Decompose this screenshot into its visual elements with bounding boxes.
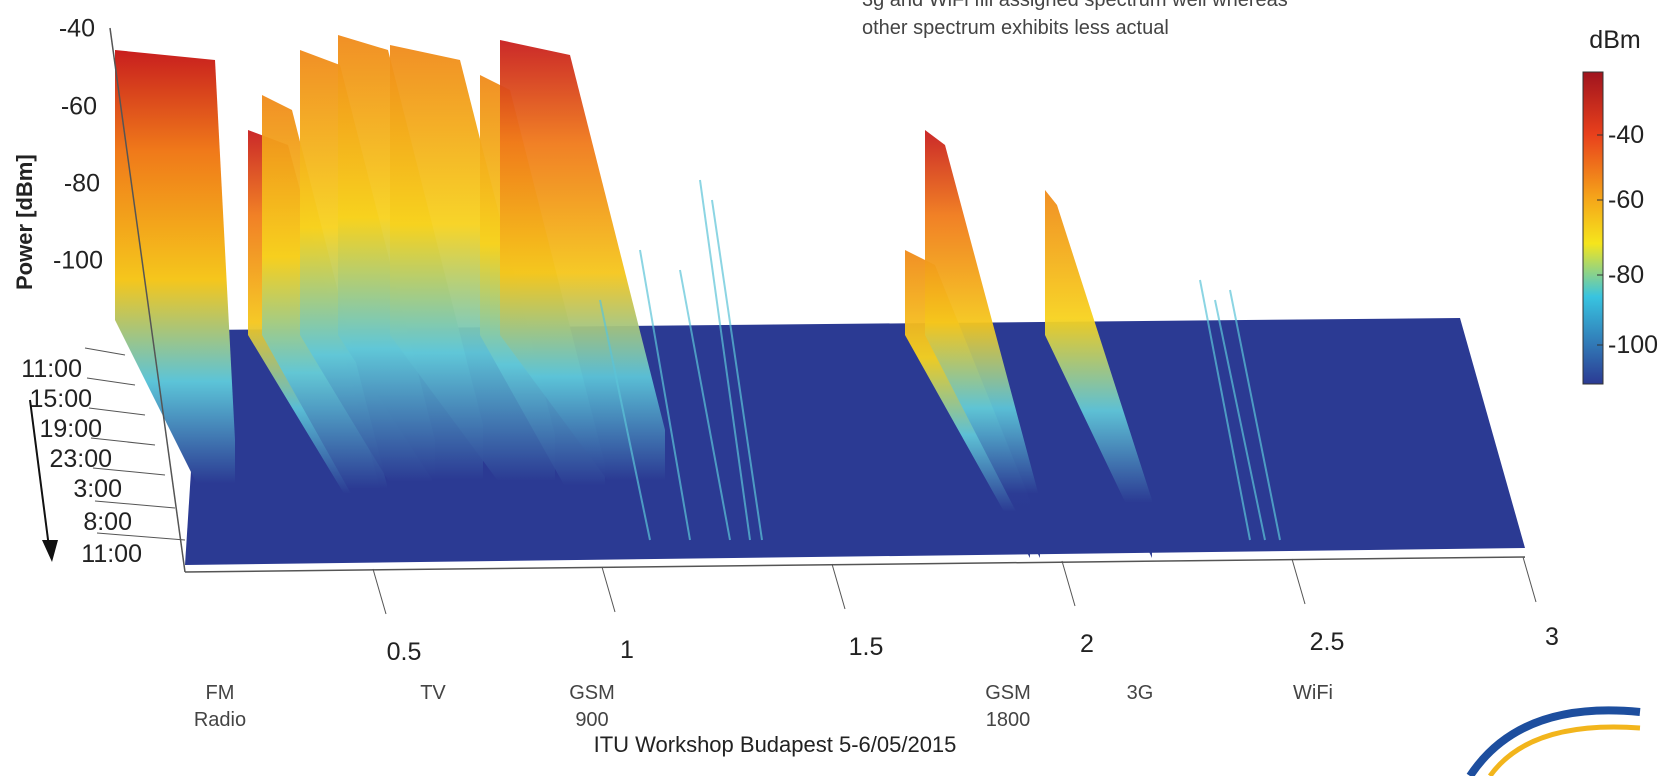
time-tick xyxy=(96,532,186,541)
time-tick-label: 3:00 xyxy=(73,475,122,503)
spectrum-spike xyxy=(711,199,763,541)
x-tick xyxy=(372,568,387,615)
logo-arc xyxy=(1487,724,1641,776)
time-tick-label: 11:00 xyxy=(21,355,82,383)
time-tick-label: 15:00 xyxy=(29,385,92,413)
x-tick-label: 3 xyxy=(1545,623,1559,651)
band-label: 900 xyxy=(575,709,608,731)
band-label: TV xyxy=(420,682,446,704)
spectrum-sheet xyxy=(500,40,665,558)
band-label: GSM xyxy=(569,682,615,704)
band-label: Radio xyxy=(194,709,246,731)
time-tick xyxy=(90,437,156,446)
band-label: GSM xyxy=(985,682,1031,704)
z-axis-line xyxy=(109,27,186,573)
time-tick xyxy=(84,347,126,356)
spectrum-spike xyxy=(699,179,751,541)
time-tick xyxy=(92,467,166,476)
colorbar-tick-label: -100 xyxy=(1608,331,1658,359)
x-tick-label: 0.5 xyxy=(387,638,422,666)
y-axis-title: Power [dBm] xyxy=(12,154,37,290)
x-tick-label: 2 xyxy=(1080,630,1094,658)
x-tick xyxy=(1291,558,1306,605)
x-tick xyxy=(1061,560,1076,607)
y-tick-label: -40 xyxy=(59,15,95,43)
spectrum-spike xyxy=(639,249,691,541)
spectrum-spike xyxy=(1229,289,1281,541)
y-tick-label: -60 xyxy=(61,93,97,121)
logo-arc xyxy=(1466,706,1641,776)
spectrum-spike xyxy=(679,269,731,541)
x-tick xyxy=(1522,556,1537,603)
y-tick-label: -100 xyxy=(53,247,103,275)
logo xyxy=(1466,706,1641,776)
note-line: 3g and WiFi fill assigned spectrum well … xyxy=(862,0,1288,11)
fm-peak xyxy=(115,50,235,560)
band-label: 1800 xyxy=(986,709,1031,731)
time-tick xyxy=(94,500,176,509)
time-tick-label: 8:00 xyxy=(83,508,132,536)
colorbar-tick-label: -60 xyxy=(1608,186,1644,214)
colorbar-tick-label: -80 xyxy=(1608,261,1644,289)
waterfall-plot xyxy=(115,35,1525,565)
spectrum-sheet xyxy=(390,45,555,558)
x-tick-label: 1.5 xyxy=(849,633,884,661)
note-line: other spectrum exhibits less actual xyxy=(862,17,1169,39)
x-tick xyxy=(831,563,846,610)
band-label: 3G xyxy=(1127,682,1154,704)
spectrum-spike xyxy=(599,299,651,541)
x-tick xyxy=(601,566,616,613)
spectrum-sheet xyxy=(1045,190,1152,558)
footer: ITU Workshop Budapest 5-6/05/2015 xyxy=(594,732,957,757)
x-axis-line xyxy=(184,556,1526,573)
colorbar xyxy=(1582,71,1604,385)
time-tick xyxy=(88,407,146,416)
time-tick-label: 11:00 xyxy=(81,540,142,568)
colorbar-tick-label: -40 xyxy=(1608,121,1644,149)
spectrum-spike xyxy=(1199,279,1251,541)
time-arrow xyxy=(29,399,51,556)
time-arrow-head xyxy=(42,540,58,562)
band-label: FM xyxy=(206,682,235,704)
x-tick-label: 2.5 xyxy=(1310,628,1345,656)
x-tick-label: 1 xyxy=(620,636,634,664)
time-tick-label: 19:00 xyxy=(39,415,102,443)
time-tick xyxy=(86,377,136,386)
y-tick-label: -80 xyxy=(64,170,100,198)
spectrum-spike xyxy=(1214,299,1266,541)
band-label: WiFi xyxy=(1293,682,1333,704)
colorbar-title: dBm xyxy=(1589,26,1640,54)
spectrum-sheet xyxy=(925,130,1040,558)
